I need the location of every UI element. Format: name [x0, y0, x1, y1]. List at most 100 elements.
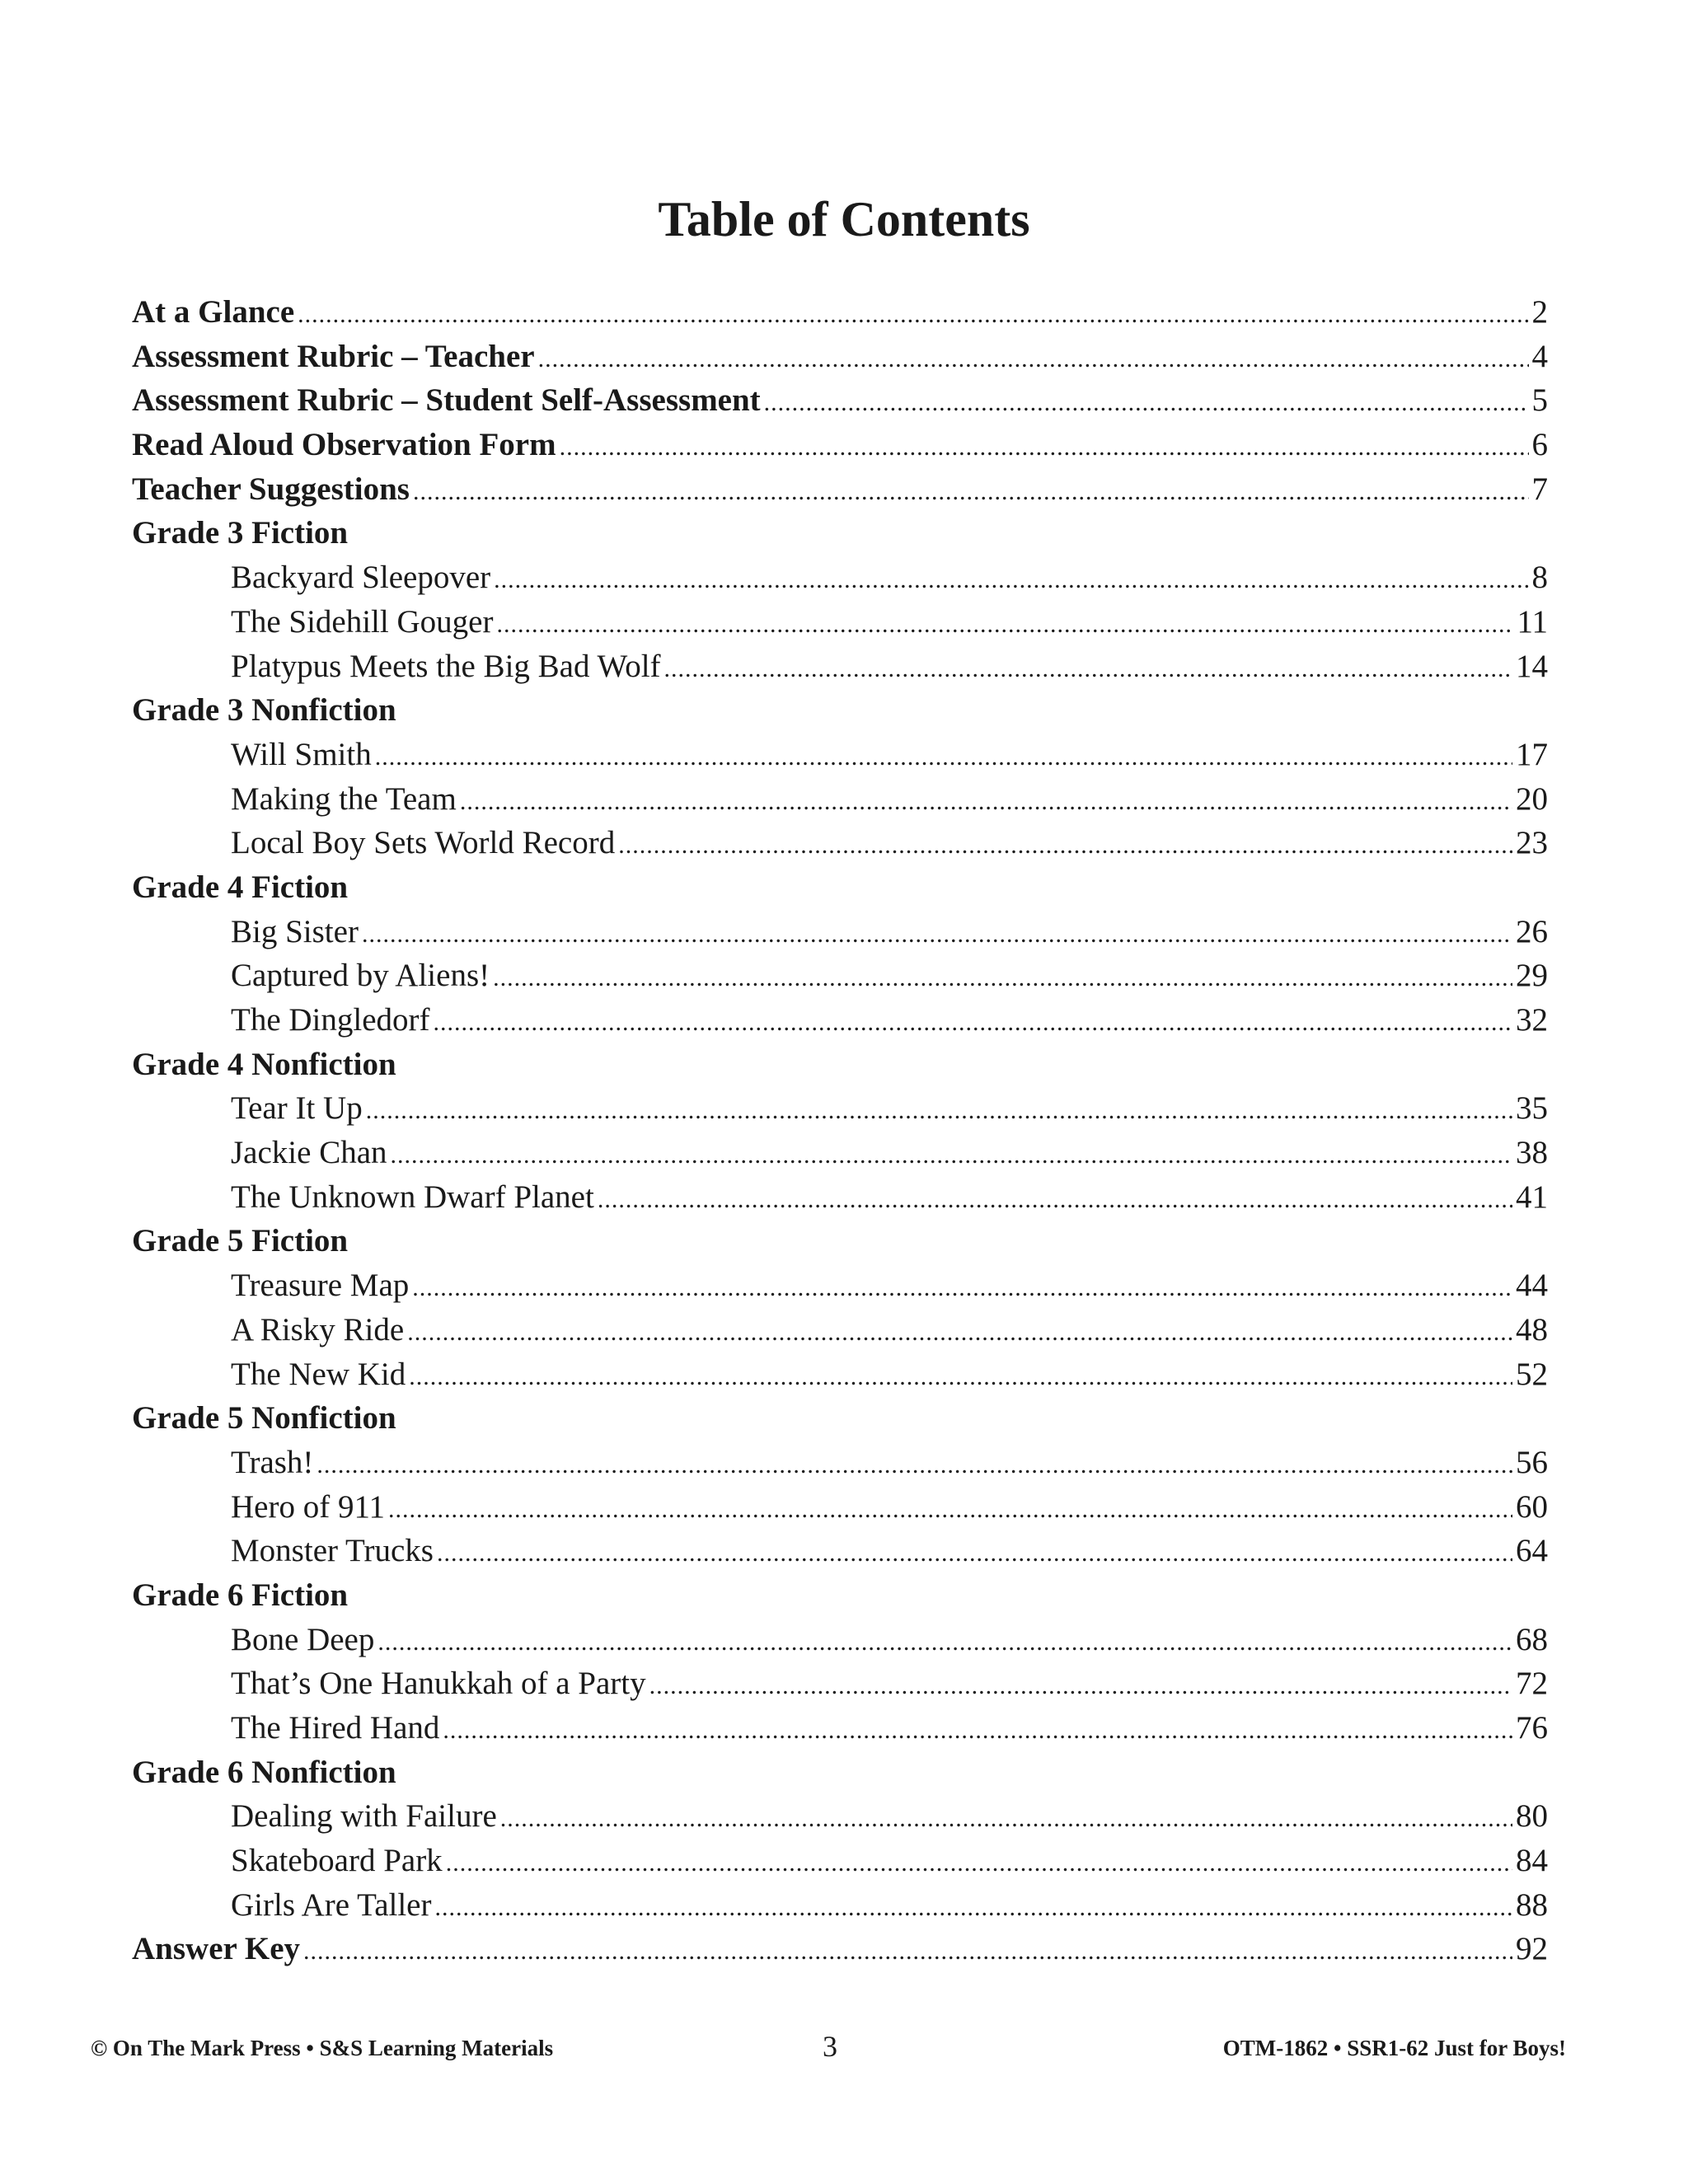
dot-leader	[409, 1355, 1512, 1399]
toc-entry: Will Smith 17	[132, 733, 1548, 777]
page-footer: © On The Mark Press • S&S Learning Mater…	[91, 2030, 1566, 2077]
toc-entry-page: 29	[1516, 958, 1548, 994]
footer-publisher: © On The Mark Press • S&S Learning Mater…	[91, 2036, 554, 2060]
toc-entry-title: Platypus Meets the Big Bad Wolf	[231, 648, 661, 684]
toc-entry-page: 32	[1516, 1002, 1548, 1038]
toc-entry: The Sidehill Gouger 11	[132, 600, 1548, 644]
toc-entry: Backyard Sleepover 8	[132, 555, 1548, 600]
toc-entry-page: 80	[1516, 1798, 1548, 1835]
table-of-contents: At a Glance 2 Assessment Rubric – Teacher 4…	[132, 290, 1548, 1971]
toc-entry-title: Assessment Rubric – Teacher	[132, 338, 535, 374]
toc-entry-title: Bone Deep	[231, 1621, 375, 1657]
dot-leader	[391, 1133, 1512, 1178]
dot-leader	[460, 780, 1512, 824]
toc-section-heading: Grade 5 Nonfiction	[132, 1396, 1548, 1441]
toc-section-heading: Grade 5 Fiction	[132, 1219, 1548, 1263]
toc-entry-title: Answer Key	[132, 1931, 301, 1967]
dot-leader	[303, 1929, 1512, 1974]
toc-entry: Captured by Aliens! 29	[132, 954, 1548, 998]
toc-entry-page: 92	[1516, 1931, 1548, 1967]
toc-entry: Monster Trucks 64	[132, 1529, 1548, 1573]
toc-entry-page: 41	[1516, 1179, 1548, 1215]
toc-entry-title: Backyard Sleepover	[231, 560, 491, 596]
dot-leader	[500, 1797, 1512, 1841]
toc-entry: Tear It Up 35	[132, 1086, 1548, 1131]
toc-section-heading: Grade 4 Fiction	[132, 865, 1548, 910]
toc-entry-title: Teacher Suggestions	[132, 471, 410, 507]
toc-entry-page: 17	[1516, 736, 1548, 772]
toc-entry-page: 2	[1531, 294, 1549, 330]
footer-page-number: 3	[823, 2030, 837, 2063]
dot-leader	[664, 647, 1512, 691]
toc-entry-page: 8	[1531, 560, 1549, 596]
toc-section-heading: Grade 6 Fiction	[132, 1573, 1548, 1618]
toc-entry-page: 52	[1516, 1356, 1548, 1392]
toc-entry-title: Grade 3 Fiction	[132, 515, 349, 551]
toc-entry-title: Hero of 911	[231, 1488, 386, 1525]
toc-entry-title: Grade 3 Nonfiction	[132, 692, 396, 729]
dot-leader	[388, 1488, 1512, 1532]
dot-leader	[538, 337, 1529, 382]
toc-entry: Girls Are Taller 88	[132, 1883, 1548, 1928]
toc-entry: Answer Key 92	[132, 1927, 1548, 1971]
toc-entry: Big Sister 26	[132, 910, 1548, 954]
toc-entry-page: 23	[1516, 825, 1548, 861]
dot-leader	[412, 1266, 1512, 1310]
dot-leader	[764, 381, 1529, 425]
toc-entry-page: 26	[1516, 913, 1548, 949]
toc-entry: The Unknown Dwarf Planet 41	[132, 1175, 1548, 1220]
toc-entry: A Risky Ride 48	[132, 1308, 1548, 1352]
dot-leader	[366, 1089, 1512, 1133]
dot-leader	[362, 912, 1512, 957]
dot-leader	[560, 425, 1529, 470]
toc-entry-page: 38	[1516, 1135, 1548, 1171]
toc-entry-title: Will Smith	[231, 736, 372, 772]
footer-product-code: OTM-1862 • SSR1-62 Just for Boys!	[1222, 2036, 1566, 2060]
toc-entry: Bone Deep 68	[132, 1618, 1548, 1662]
toc-entry-page: 6	[1531, 427, 1549, 463]
dot-leader	[316, 1443, 1512, 1488]
dot-leader	[649, 1664, 1512, 1708]
toc-entry: The Hired Hand 76	[132, 1706, 1548, 1750]
toc-entry-title: Captured by Aliens!	[231, 958, 490, 994]
page-title: Table of Contents	[658, 192, 1030, 246]
toc-entry-page: 7	[1531, 471, 1549, 507]
toc-entry-title: Trash!	[231, 1444, 314, 1480]
toc-entry: Treasure Map 44	[132, 1263, 1548, 1308]
dot-leader	[598, 1178, 1512, 1222]
dot-leader	[437, 1531, 1512, 1576]
toc-entry-title: The New Kid	[231, 1356, 406, 1392]
toc-entry-page: 56	[1516, 1444, 1548, 1480]
toc-entry-title: Treasure Map	[231, 1268, 410, 1304]
toc-entry-title: Tear It Up	[231, 1090, 363, 1127]
dot-leader	[434, 1001, 1512, 1045]
toc-entry-title: The Dingledorf	[231, 1002, 430, 1038]
toc-entry-title: Girls Are Taller	[231, 1886, 432, 1923]
toc-entry: Teacher Suggestions 7	[132, 467, 1548, 512]
toc-entry-page: 4	[1531, 338, 1549, 374]
dot-leader	[407, 1310, 1512, 1355]
toc-section-heading: Grade 3 Fiction	[132, 511, 1548, 555]
dot-leader	[298, 293, 1528, 337]
toc-entry-page: 72	[1516, 1666, 1548, 1702]
toc-entry: Platypus Meets the Big Bad Wolf 14	[132, 644, 1548, 689]
toc-entry-page: 11	[1517, 603, 1548, 640]
toc-entry-page: 48	[1516, 1311, 1548, 1347]
toc-entry: Hero of 911 60	[132, 1485, 1548, 1530]
toc-entry-title: At a Glance	[132, 294, 295, 330]
toc-entry-page: 84	[1516, 1843, 1548, 1879]
dot-leader	[377, 1620, 1512, 1665]
toc-entry: Making the Team 20	[132, 777, 1548, 822]
toc-entry: Skateboard Park 84	[132, 1839, 1548, 1883]
toc-entry: The New Kid 52	[132, 1352, 1548, 1397]
toc-entry-title: Making the Team	[231, 780, 457, 817]
toc-entry-page: 76	[1516, 1710, 1548, 1746]
toc-entry-title: That’s One Hanukkah of a Party	[231, 1666, 646, 1702]
toc-entry-title: Grade 4 Nonfiction	[132, 1046, 396, 1082]
toc-entry: Assessment Rubric – Teacher 4	[132, 335, 1548, 379]
toc-entry-title: Jackie Chan	[231, 1135, 387, 1171]
toc-entry-title: Big Sister	[231, 913, 359, 949]
toc-entry: Read Aloud Observation Form 6	[132, 423, 1548, 467]
toc-entry-page: 60	[1516, 1488, 1548, 1525]
toc-entry-title: Grade 5 Fiction	[132, 1223, 349, 1259]
